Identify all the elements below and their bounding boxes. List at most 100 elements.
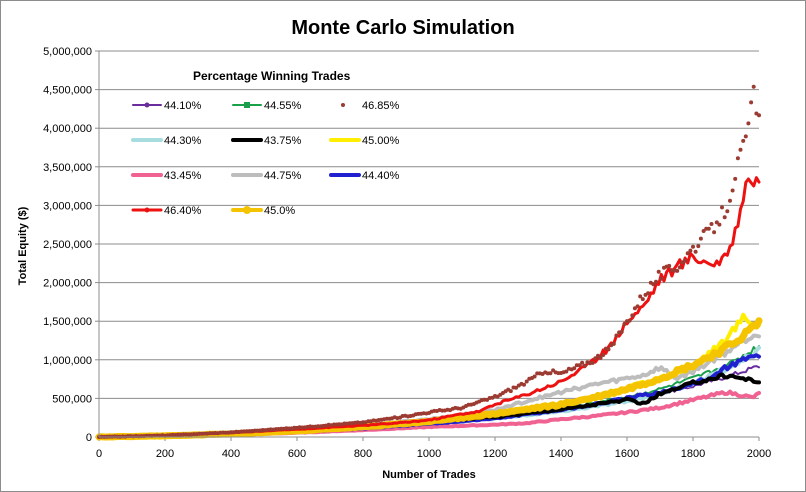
series-point [733, 176, 738, 181]
legend-label: 44.10% [164, 100, 202, 112]
series-point [580, 360, 585, 365]
x-tick-label: 1400 [549, 448, 573, 460]
legend-marker [144, 207, 150, 213]
series-group [95, 84, 763, 441]
y-tick-label: 2,500,000 [43, 239, 92, 251]
x-tick-label: 2000 [747, 448, 771, 460]
series-point [712, 230, 717, 235]
series-point [688, 248, 693, 253]
y-tick-labels: 0 500,000 1,000,000 1,500,000 2,000,000 2,500… [43, 46, 92, 444]
y-tick-label: 1,000,000 [43, 355, 92, 367]
series-point [749, 100, 754, 105]
series-point [743, 134, 748, 139]
series-point [735, 156, 740, 161]
x-tick-label: 1600 [615, 448, 639, 460]
series-point [720, 205, 724, 210]
series-point [722, 215, 727, 220]
series-point [706, 226, 711, 231]
series-point [746, 121, 751, 126]
legend-item: 44.75% [231, 170, 302, 182]
series-point [514, 385, 519, 390]
legend-title: Percentage Winning Trades [193, 69, 351, 83]
series-point [741, 138, 746, 143]
series-point [675, 268, 680, 273]
series-point [659, 276, 664, 281]
series-point [698, 236, 703, 241]
series-point [635, 304, 640, 309]
legend-label: 45.00% [362, 135, 400, 147]
grid-lines [95, 50, 760, 441]
series-point [757, 113, 761, 118]
series-point [627, 318, 632, 323]
x-tick-label: 600 [288, 448, 306, 460]
y-tick-label: 5,000,000 [43, 46, 92, 58]
legend-label: 44.30% [164, 135, 202, 147]
legend-swatch [341, 103, 345, 107]
series-point [728, 198, 732, 203]
series-point [667, 263, 672, 268]
legend: Percentage Winning Trades 44.10% 44.55% 46… [131, 69, 400, 217]
chart-title: Monte Carlo Simulation [291, 17, 514, 39]
series-point [508, 389, 513, 394]
series-point [651, 282, 656, 287]
series-point [683, 258, 688, 263]
series-point [577, 363, 582, 368]
legend-label: 46.40% [164, 205, 202, 217]
series-point [646, 291, 651, 296]
y-tick-label: 1,500,000 [43, 316, 92, 328]
legend-label: 44.40% [362, 170, 400, 182]
legend-item: 46.85% [341, 100, 400, 112]
series-point [622, 322, 627, 327]
series-point [701, 229, 706, 233]
y-tick-label: 0 [86, 432, 92, 444]
x-tick-label: 1200 [483, 448, 507, 460]
series-point [590, 360, 595, 365]
series-point [522, 382, 526, 387]
legend-label: 46.85% [362, 100, 400, 112]
y-tick-label: 4,000,000 [43, 123, 92, 135]
y-tick-label: 3,500,000 [43, 162, 92, 174]
series-point [548, 371, 553, 376]
legend-item: 45.00% [329, 135, 400, 147]
legend-item: 43.45% [131, 170, 202, 182]
legend-label: 43.75% [264, 135, 302, 147]
legend-marker [243, 206, 251, 214]
series-point [638, 294, 643, 299]
series-point [751, 84, 756, 89]
legend-item: 44.30% [131, 135, 202, 147]
series-point [696, 244, 701, 249]
series-point [582, 363, 587, 368]
x-tick-label: 200 [156, 448, 174, 460]
series-point [619, 329, 624, 334]
axes [98, 51, 759, 438]
x-tick-label: 800 [354, 448, 372, 460]
legend-label: 44.55% [264, 100, 302, 112]
series-46.85% [97, 84, 761, 439]
series-point [714, 220, 719, 225]
legend-item: 44.40% [329, 170, 400, 182]
series-point [717, 222, 722, 227]
series-point [593, 356, 598, 361]
y-axis-title: Total Equity ($) [17, 206, 29, 285]
y-tick-label: 2,000,000 [43, 278, 92, 290]
x-tick-label: 1000 [417, 448, 441, 460]
legend-item: 45.0% [231, 205, 295, 217]
legend-item: 44.55% [232, 100, 302, 112]
y-tick-label: 500,000 [52, 393, 92, 405]
legend-label: 44.75% [264, 170, 302, 182]
legend-item: 44.10% [132, 100, 202, 112]
legend-label: 45.0% [264, 205, 295, 217]
series-point [614, 333, 619, 338]
series-point [654, 279, 658, 284]
legend-marker [244, 102, 250, 108]
legend-item: 43.75% [231, 135, 302, 147]
x-axis-title: Number of Trades [382, 469, 476, 481]
x-tick-label: 400 [222, 448, 240, 460]
series-point [524, 379, 529, 384]
series-point [564, 369, 569, 374]
y-tick-label: 4,500,000 [43, 85, 92, 97]
series-point [630, 313, 635, 318]
x-tick-label: 0 [96, 448, 102, 460]
series-point [611, 341, 616, 346]
